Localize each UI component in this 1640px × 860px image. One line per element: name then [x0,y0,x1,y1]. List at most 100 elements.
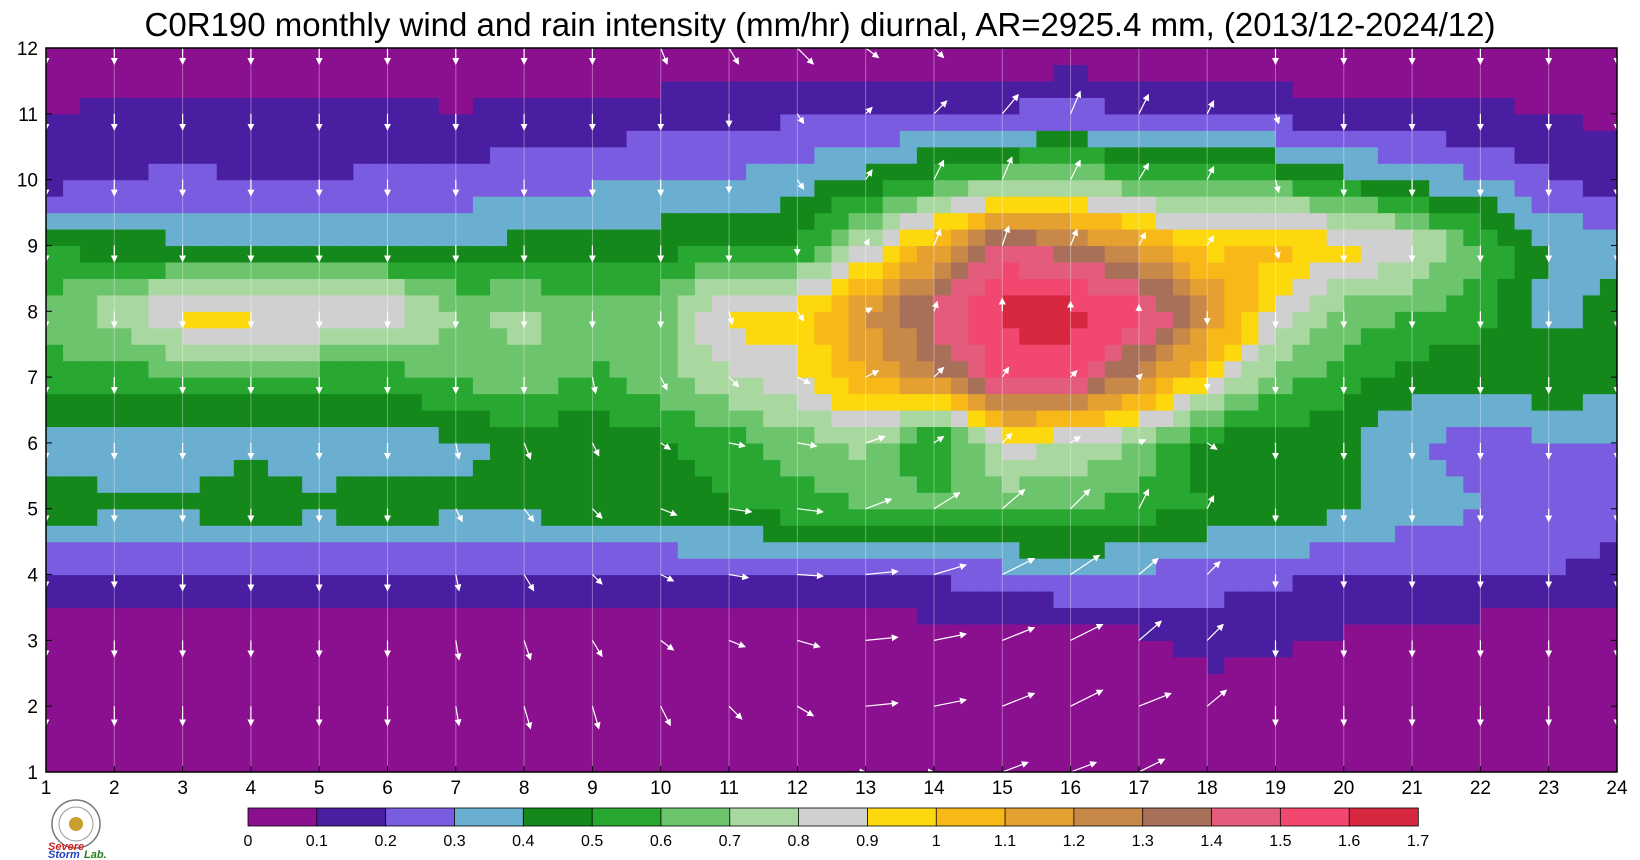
heatmap-cell [951,245,969,263]
heatmap-cell [131,327,150,345]
heatmap-cell [267,739,286,757]
heatmap-cell [763,459,781,477]
heatmap-cell [1241,294,1260,312]
heatmap-cell [1446,48,1464,66]
heatmap-cell [46,48,64,66]
heatmap-cell [233,229,252,247]
heatmap-cell [1224,212,1242,230]
heatmap-cell [182,278,201,296]
heatmap-cell [1190,245,1208,263]
heatmap-cell [1241,130,1260,148]
heatmap-cell [1429,130,1447,148]
heatmap-cell [285,48,303,66]
heatmap-cell [1531,146,1550,164]
x-tick-label: 24 [1606,778,1628,799]
heatmap-cell [1019,706,1038,724]
heatmap-cell [319,245,337,263]
heatmap-cell [797,163,816,181]
wind-arrow [454,442,462,460]
heatmap-cell [780,656,798,674]
heatmap-cell [1258,344,1277,362]
heatmap-cell [524,229,542,247]
heatmap-cell [1070,261,1089,279]
heatmap-cell [1121,492,1140,510]
heatmap-cell [558,212,576,230]
heatmap-cell [609,656,628,674]
heatmap-cell [797,130,816,148]
heatmap-cell [677,689,696,707]
heatmap-cell [626,739,645,757]
heatmap-cell [1343,64,1362,82]
heatmap-cell [1429,410,1447,428]
heatmap-cell [489,706,508,724]
heatmap-cell [968,245,986,263]
heatmap-cell [1582,475,1601,493]
wind-arrow [1002,626,1036,641]
heatmap-cell [97,360,115,378]
heatmap-cell [985,623,1003,641]
heatmap-cell [353,673,372,691]
heatmap-cell [1463,755,1481,772]
heatmap-cell [199,525,218,543]
heatmap-cell [558,591,576,609]
heatmap-cell [455,377,474,395]
heatmap-cell [114,739,132,757]
heatmap-cell [626,294,645,312]
heatmap-cell [353,360,372,378]
heatmap-cell [1275,656,1294,674]
heatmap-cell [472,673,491,691]
heatmap-cell [472,196,491,214]
heatmap-cell [1241,541,1260,559]
heatmap-cell [780,410,798,428]
heatmap-cell [267,673,286,691]
heatmap-cell [404,80,423,98]
heatmap-cell [968,492,986,510]
heatmap-cell [609,706,628,724]
heatmap-cell [814,179,833,197]
heatmap-cell [1292,311,1311,329]
heatmap-cell [643,344,662,362]
heatmap-cell [387,623,406,641]
heatmap-cell [353,410,372,428]
heatmap-cell [114,755,132,772]
heatmap-cell [814,80,833,98]
heatmap-cell [1190,574,1208,592]
heatmap-cell [524,459,542,477]
heatmap-cell [558,525,576,543]
heatmap-cell [165,245,184,263]
heatmap-cell [1377,689,1396,707]
heatmap-cell [1224,360,1242,378]
heatmap-cell [831,294,850,312]
heatmap-cell [46,130,64,148]
heatmap-cell [694,673,713,691]
heatmap-cell [182,48,201,66]
heatmap-cell [489,574,508,592]
heatmap-cell [882,80,901,98]
heatmap-cell [1258,261,1277,279]
heatmap-cell [46,706,64,724]
heatmap-cell [1019,245,1038,263]
heatmap-cell [592,64,611,82]
heatmap-cell [643,393,662,411]
heatmap-cell [1343,261,1362,279]
heatmap-cell [1343,179,1362,197]
heatmap-cell [63,360,81,378]
heatmap-cell [387,113,406,131]
heatmap-cell [285,130,303,148]
heatmap-cell [763,344,781,362]
heatmap-cell [472,311,491,329]
heatmap-cell [1599,492,1617,510]
heatmap-cell [865,591,884,609]
heatmap-cell [165,508,184,526]
heatmap-cell [370,97,389,115]
heatmap-cell [541,393,559,411]
heatmap-cell [216,113,235,131]
wind-arrow [660,48,669,65]
heatmap-cell [472,591,491,609]
heatmap-cell [1258,558,1277,576]
heatmap-cell [472,640,491,658]
heatmap-cell [1224,492,1242,510]
heatmap-cell [626,656,645,674]
heatmap-cell [114,261,132,279]
heatmap-cell [1446,261,1464,279]
